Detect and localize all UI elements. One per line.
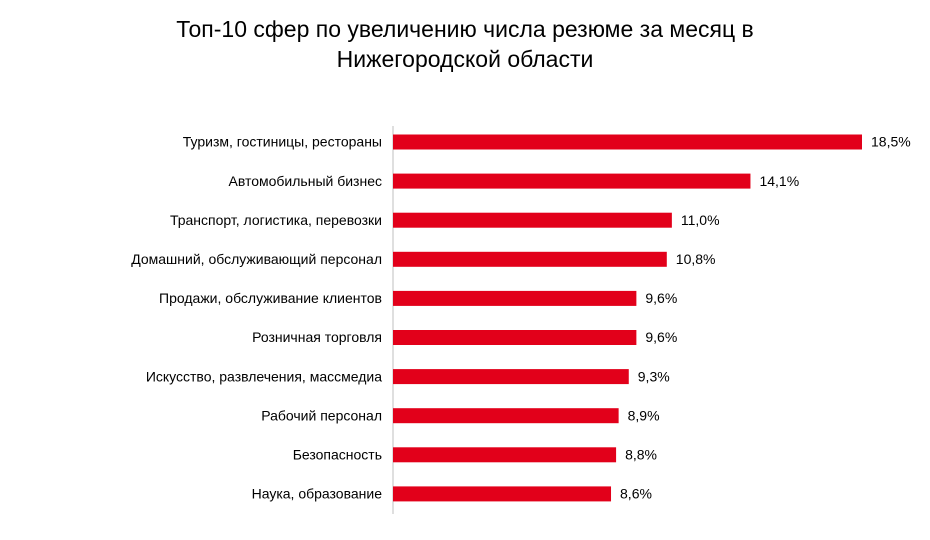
bar (393, 173, 751, 189)
category-label: Автомобильный бизнес (228, 173, 382, 189)
value-label: 8,9% (628, 407, 660, 423)
value-label: 8,8% (625, 447, 657, 463)
category-label: Наука, образование (252, 486, 383, 502)
category-label: Рабочий персонал (261, 407, 382, 423)
bar (393, 408, 619, 424)
bar (393, 486, 612, 502)
bar (393, 330, 637, 345)
bar (393, 212, 672, 228)
value-label: 9,6% (645, 329, 677, 345)
category-label: Транспорт, логистика, перевозки (170, 212, 382, 228)
category-label: Розничная торговля (252, 329, 382, 345)
value-label: 9,3% (638, 368, 670, 384)
bar (393, 251, 667, 267)
category-label: Искусство, развлечения, массмедиа (146, 368, 382, 384)
value-label: 11,0% (681, 212, 720, 228)
category-label: Безопасность (293, 447, 382, 463)
category-label: Туризм, гостиницы, рестораны (183, 134, 382, 150)
value-label: 8,6% (620, 486, 652, 502)
bar (393, 134, 862, 150)
value-label: 9,6% (645, 290, 677, 306)
bar (393, 290, 637, 306)
bar (393, 447, 617, 463)
category-label: Продажи, обслуживание клиентов (159, 290, 382, 306)
value-label: 14,1% (759, 173, 799, 189)
chart-title: Топ-10 сфер по увеличению числа резюме з… (176, 16, 754, 72)
category-label: Домашний, обслуживающий персонал (131, 251, 382, 267)
title-box: Топ-10 сфер по увеличению числа резюме з… (176, 16, 754, 72)
value-label: 10,8% (676, 251, 716, 267)
bar (393, 369, 629, 385)
value-label: 18,5% (871, 134, 911, 150)
